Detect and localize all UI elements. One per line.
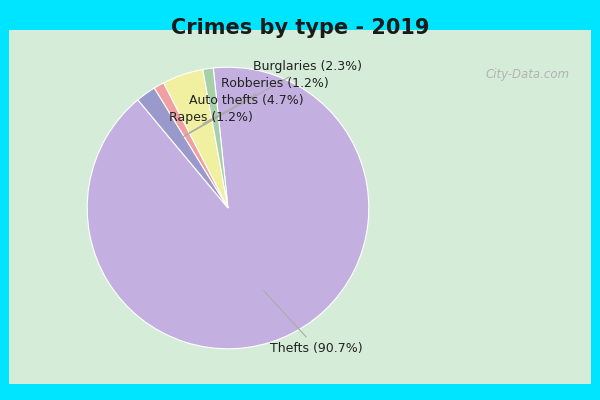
Text: Auto thefts (4.7%): Auto thefts (4.7%) [188,94,303,124]
Text: Crimes by type - 2019: Crimes by type - 2019 [171,18,429,38]
Text: Thefts (90.7%): Thefts (90.7%) [263,290,363,355]
Wedge shape [154,83,228,208]
Text: City-Data.com: City-Data.com [486,68,570,81]
Wedge shape [164,70,228,208]
Wedge shape [138,88,228,208]
Text: Rapes (1.2%): Rapes (1.2%) [169,110,253,124]
Text: Robberies (1.2%): Robberies (1.2%) [190,77,329,133]
Text: Burglaries (2.3%): Burglaries (2.3%) [182,60,362,138]
Wedge shape [87,67,369,349]
Wedge shape [203,68,228,208]
